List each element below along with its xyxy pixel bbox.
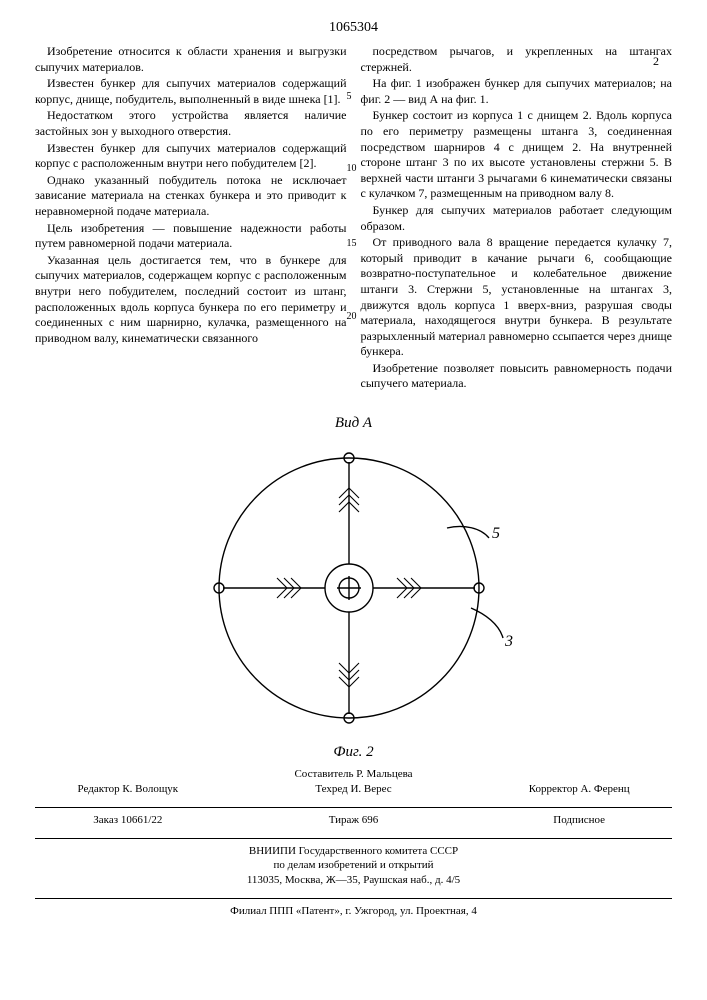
tirazh: Тираж 696 <box>261 813 447 828</box>
callout-3: 3 <box>504 633 513 650</box>
text-columns: Изобретение относится к области хранения… <box>35 44 672 393</box>
corrector: Корректор А. Ференц <box>486 782 672 797</box>
line-number: 5 <box>347 90 352 103</box>
techred: Техред И. Верес <box>261 782 447 797</box>
line-number: 20 <box>347 310 357 323</box>
paragraph: Бункер для сыпучих материалов работает с… <box>361 203 673 234</box>
figure-2: Вид А <box>35 415 672 761</box>
subscription: Подписное <box>486 813 672 828</box>
divider <box>35 898 672 899</box>
paragraph: Однако указанный побудитель потока не ис… <box>35 173 347 220</box>
figure-top-label: Вид А <box>35 415 672 432</box>
org-line: по делам изобретений и открытий <box>35 858 672 873</box>
left-column: Изобретение относится к области хранения… <box>35 44 347 393</box>
credits-block: Составитель Р. Мальцева Редактор К. Воло… <box>35 767 672 919</box>
org-line: ВНИИПИ Государственного комитета СССР <box>35 844 672 859</box>
paragraph: Указанная цель достигается тем, что в бу… <box>35 253 347 347</box>
paragraph: Цель изобретения — повышение надежности … <box>35 221 347 252</box>
right-column: 5 10 15 20 посредством рычагов, и укрепл… <box>361 44 673 393</box>
paragraph: Известен бункер для сыпучих материалов с… <box>35 76 347 107</box>
address-line: Филиал ППП «Патент», г. Ужгород, ул. Про… <box>35 904 672 919</box>
line-number: 10 <box>347 162 357 175</box>
paragraph: Изобретение относится к области хранения… <box>35 44 347 75</box>
figure-bottom-label: Фиг. 2 <box>35 744 672 761</box>
paragraph: посредством рычагов, и укрепленных на шт… <box>361 44 673 75</box>
paragraph: От приводного вала 8 вращение передается… <box>361 235 673 360</box>
credits-row-2: Заказ 10661/22 Тираж 696 Подписное <box>35 813 672 828</box>
line-number: 15 <box>347 237 357 250</box>
paragraph: Известен бункер для сыпучих материалов с… <box>35 141 347 172</box>
paragraph: Бункер состоит из корпуса 1 с днищем 2. … <box>361 108 673 202</box>
document-number: 1065304 <box>35 20 672 36</box>
order: Заказ 10661/22 <box>35 813 221 828</box>
patent-page: 1065304 2 Изобретение относится к област… <box>0 0 707 939</box>
callout-5: 5 <box>492 525 500 542</box>
divider <box>35 807 672 808</box>
compiler: Составитель Р. Мальцева <box>35 767 672 782</box>
address-line: 113035, Москва, Ж—35, Раушская наб., д. … <box>35 873 672 888</box>
paragraph: На фиг. 1 изображен бункер для сыпучих м… <box>361 76 673 107</box>
figure-svg: 5 3 <box>189 438 519 738</box>
paragraph: Изобретение позволяет повысить равномерн… <box>361 361 673 392</box>
editor: Редактор К. Волощук <box>35 782 221 797</box>
paragraph: Недостатком этого устройства является на… <box>35 108 347 139</box>
credits-row-1: Редактор К. Волощук Техред И. Верес Корр… <box>35 782 672 797</box>
divider <box>35 838 672 839</box>
